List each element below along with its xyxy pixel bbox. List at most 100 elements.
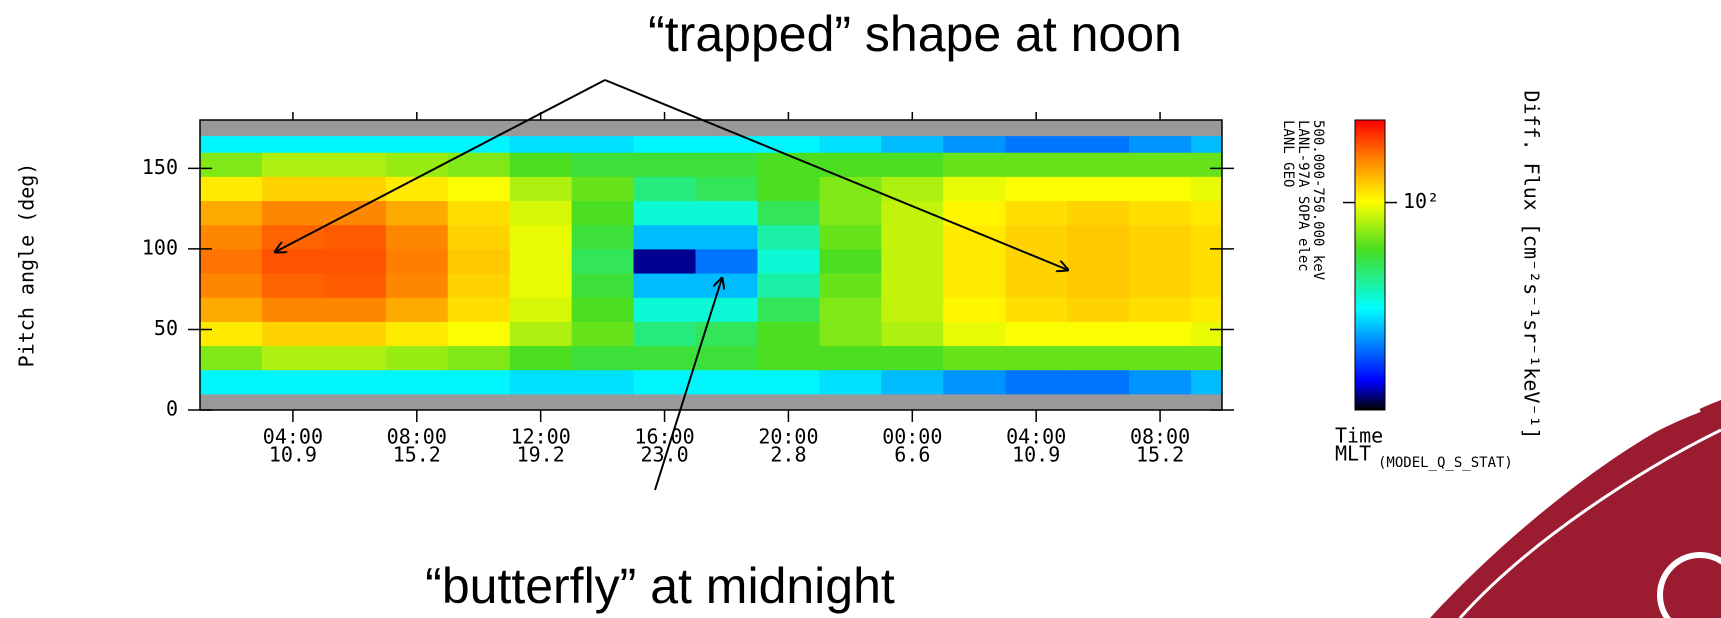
heat-cell	[695, 297, 758, 322]
heat-cell	[261, 369, 325, 395]
heat-cell	[757, 273, 820, 298]
plot: 05010015004:0010.908:0015.212:0019.216:0…	[142, 112, 1439, 467]
heat-cell	[323, 345, 387, 371]
heat-cell	[571, 152, 635, 177]
heat-cell	[385, 248, 449, 274]
heat-cell	[1067, 345, 1130, 371]
heat-cell	[509, 273, 573, 298]
heat-cell	[447, 273, 511, 298]
heat-cell	[571, 136, 635, 153]
heat-cell	[1129, 369, 1192, 395]
heat-cell	[385, 200, 449, 226]
heat-cell	[447, 200, 511, 226]
heat-cell	[943, 176, 1006, 202]
heat-cell	[200, 345, 263, 371]
heat-cell	[1191, 224, 1223, 250]
arrow	[604, 79, 1068, 270]
y-tick-label: 150	[142, 155, 178, 179]
x-tick-label: 00:00	[882, 425, 942, 449]
heat-cell	[1129, 345, 1192, 371]
heat-cell	[1191, 321, 1223, 347]
heat-cell	[881, 224, 944, 250]
heat-cell	[261, 345, 325, 371]
heat-cell	[695, 176, 758, 202]
y-axis-label: Pitch angle (deg)	[15, 163, 39, 368]
heat-cell	[1129, 224, 1192, 250]
heat-cell	[633, 321, 697, 347]
heat-cell	[1067, 200, 1130, 226]
heat-cell	[1191, 248, 1223, 274]
heat-cell	[1191, 176, 1223, 202]
heat-cell	[1191, 297, 1223, 322]
heat-cell	[1005, 136, 1068, 153]
heat-cell	[323, 321, 387, 347]
heat-cell	[447, 321, 511, 347]
heat-cell	[1005, 224, 1068, 250]
heat-cell	[447, 248, 511, 274]
x-axis-label-sub: (MODEL_Q_S_STAT)	[1378, 455, 1513, 471]
heat-cell	[1005, 321, 1068, 347]
heat-cell	[757, 369, 820, 395]
heat-cell	[261, 176, 325, 202]
heat-cell	[323, 369, 387, 395]
heat-cell	[943, 369, 1006, 395]
heat-cell	[695, 248, 758, 274]
heat-cell	[819, 224, 882, 250]
heat-cell	[1191, 369, 1223, 395]
heat-cell	[1129, 248, 1192, 274]
heat-cell	[447, 176, 511, 202]
heat-cell	[695, 369, 758, 395]
heat-cell	[943, 152, 1006, 177]
heat-cell	[1129, 136, 1192, 153]
heat-cell	[447, 152, 511, 177]
annotation: “trapped” shape at noon	[648, 6, 1182, 62]
heat-cell	[323, 297, 387, 322]
heat-cell	[1191, 200, 1223, 226]
heat-cell	[943, 224, 1006, 250]
heat-cell	[881, 297, 944, 322]
heat-cell	[200, 224, 263, 250]
heat-cell	[323, 273, 387, 298]
heat-cell	[819, 136, 882, 153]
heat-cell	[323, 136, 387, 153]
instrument: LANL GEO	[1280, 120, 1296, 187]
heat-cell	[385, 369, 449, 395]
heat-cell	[633, 224, 697, 250]
heat-cell	[509, 297, 573, 322]
heat-cell	[323, 152, 387, 177]
instrument: 500.000-750.000 keV	[1310, 120, 1326, 281]
heat-cell	[1067, 136, 1130, 153]
x-tick-label: 04:00	[263, 425, 323, 449]
x-tick-label: 04:00	[1006, 425, 1066, 449]
heat-cell	[323, 248, 387, 274]
x-tick-label: 20:00	[758, 425, 818, 449]
arrow	[654, 278, 722, 491]
heat-cell	[881, 321, 944, 347]
heat-cell	[1005, 152, 1068, 177]
heat-cell	[757, 176, 820, 202]
heat-cell	[943, 273, 1006, 298]
heat-cell	[509, 136, 573, 153]
heat-cell	[1005, 345, 1068, 371]
y-tick-label: 50	[154, 316, 178, 340]
heat-cell	[757, 345, 820, 371]
heat-cell	[1129, 273, 1192, 298]
heat-cell	[261, 248, 325, 274]
heat-cell	[819, 152, 882, 177]
heat-cell	[385, 224, 449, 250]
heat-cell	[385, 321, 449, 347]
heat-cell	[261, 273, 325, 298]
heat-cell	[323, 224, 387, 250]
heat-cell	[200, 248, 263, 274]
heat-cell	[323, 176, 387, 202]
heat-cell	[1067, 369, 1130, 395]
arrow	[275, 79, 606, 252]
heat-cell	[1005, 273, 1068, 298]
heat-cell	[509, 369, 573, 395]
heat-cell	[200, 152, 263, 177]
heat-cell	[1129, 297, 1192, 322]
heat-cell	[633, 297, 697, 322]
heat-cell	[261, 136, 325, 153]
heat-cell	[633, 136, 697, 153]
mlt-tick-label: 10.9	[1012, 443, 1060, 467]
